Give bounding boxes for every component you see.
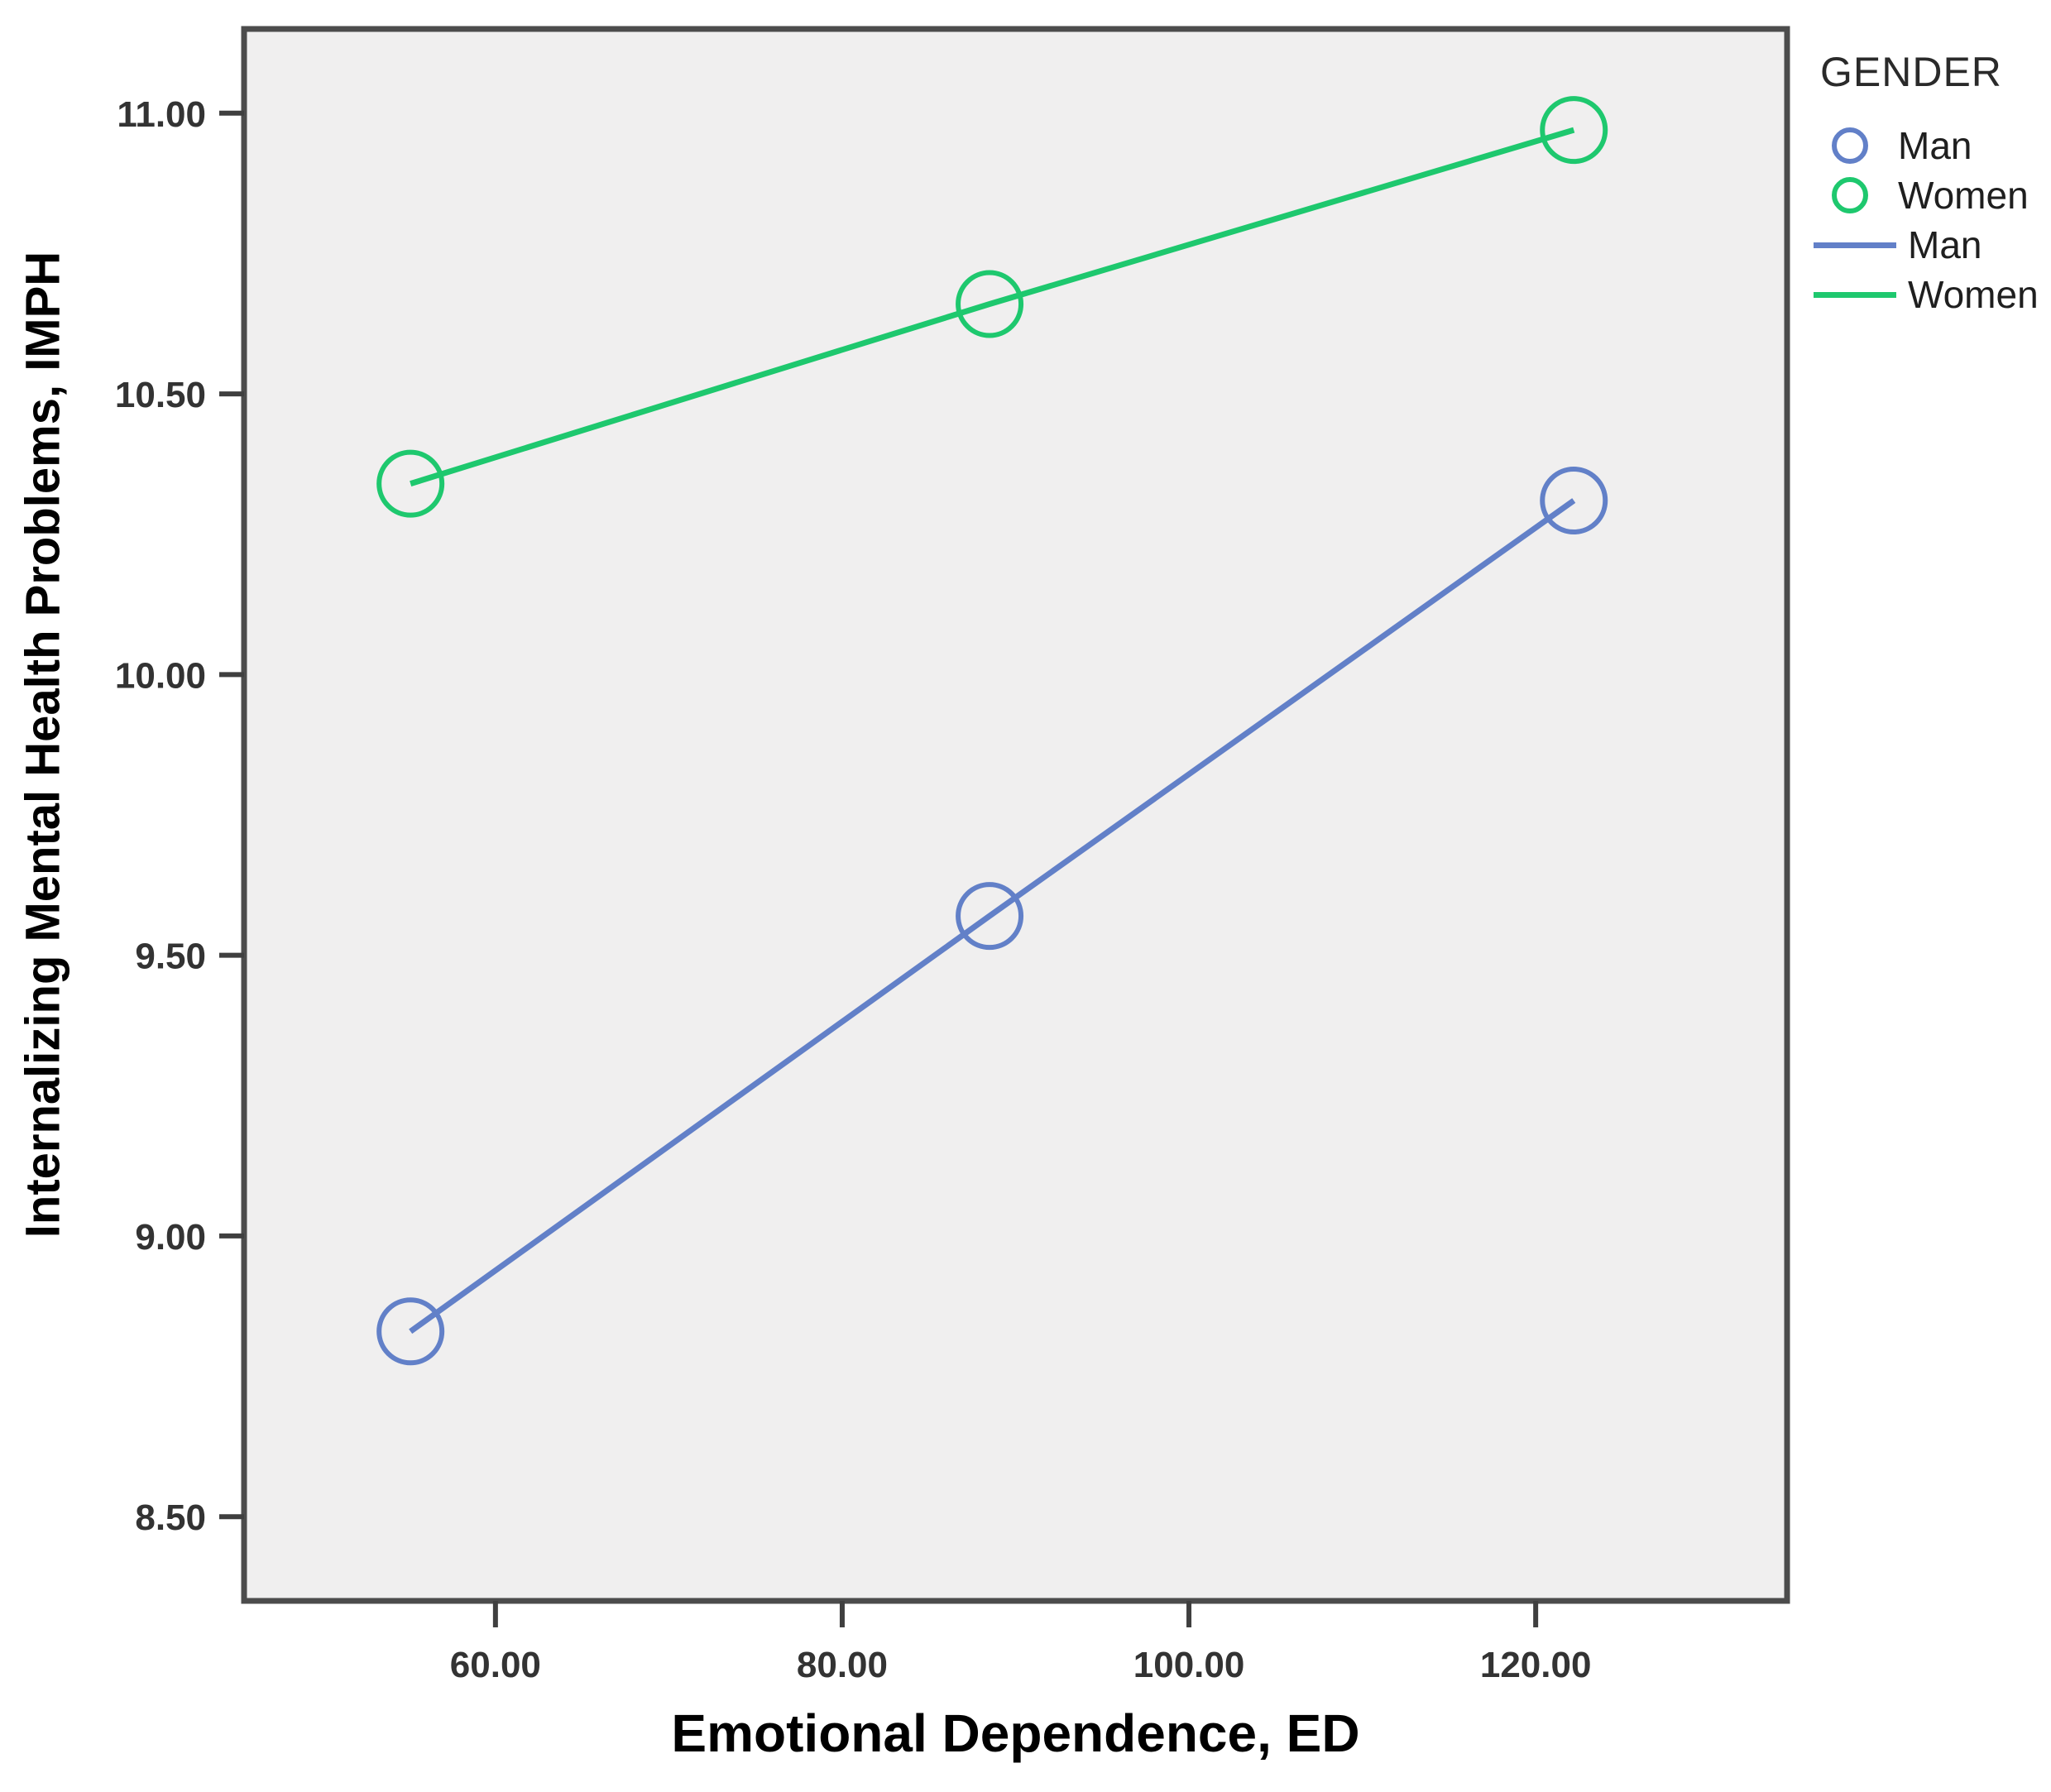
y-axis-title: Internalizing Mental Health Problems, IM…	[16, 251, 70, 1239]
legend-entry-label: Man	[1908, 223, 1982, 266]
y-axis-ticks: 8.50 9.00 9.50 10.00 10.50 11.00	[115, 94, 244, 1538]
y-tick-label: 9.00	[135, 1217, 206, 1258]
legend-entry-label: Women	[1908, 273, 2039, 316]
data-point-marker	[956, 270, 1024, 338]
x-tick-label: 80.00	[797, 1645, 888, 1685]
data-point-marker	[956, 882, 1024, 951]
data-point-marker	[1540, 467, 1608, 534]
x-tick-label: 100.00	[1133, 1645, 1245, 1685]
data-point-marker	[1540, 96, 1608, 165]
data-point-marker	[376, 1297, 445, 1366]
y-tick-label: 11.00	[117, 94, 206, 135]
legend-title: GENDER	[1820, 49, 2002, 95]
y-tick-label: 10.50	[115, 375, 206, 415]
plot-area	[241, 26, 1790, 1604]
legend-swatch-cell	[1814, 177, 1886, 213]
y-tick-label: 8.50	[135, 1497, 206, 1538]
x-axis-title: Emotional Dependence, ED	[671, 1703, 1360, 1763]
y-tick-label: 9.50	[135, 937, 206, 977]
series-line-man	[409, 498, 1576, 1334]
y-tick-label: 10.00	[115, 655, 206, 696]
legend-circle-marker-icon	[1832, 177, 1868, 213]
legend-entry-label: Man	[1898, 124, 1972, 167]
legend-swatch-cell	[1814, 127, 1886, 164]
legend: GENDER Man Women Man Women	[1814, 48, 2039, 319]
x-axis-ticks: 60.00 80.00 100.00 120.00	[450, 1601, 1592, 1685]
data-point-marker	[376, 449, 445, 518]
series-markers-women	[376, 96, 1608, 518]
legend-entry-label: Women	[1898, 174, 2029, 217]
x-tick-label: 60.00	[450, 1645, 541, 1685]
legend-entry-women-line: Women	[1814, 270, 2039, 319]
legend-line-marker-icon	[1814, 291, 1896, 298]
series-markers-man	[376, 467, 1608, 1366]
x-tick-label: 120.00	[1480, 1645, 1592, 1685]
legend-entry-man-line: Man	[1814, 220, 2039, 270]
series-line-women	[410, 127, 1575, 486]
legend-circle-marker-icon	[1832, 127, 1868, 164]
legend-entry-women-circle: Women	[1814, 170, 2039, 220]
legend-line-marker-icon	[1814, 242, 1896, 248]
legend-entry-man-circle: Man	[1814, 121, 2039, 170]
